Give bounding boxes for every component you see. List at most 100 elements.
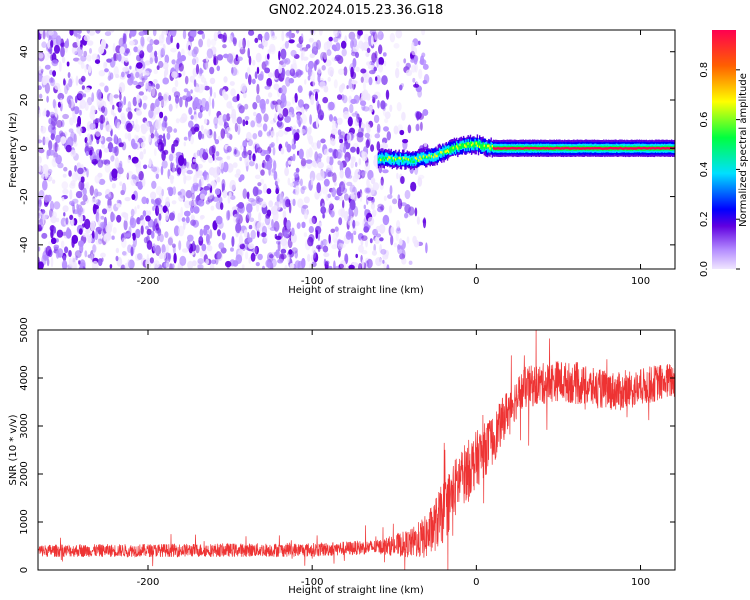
spectrogram-noise-cell (280, 248, 287, 254)
spectrogram-noise-cell (354, 161, 358, 168)
spectrogram-noise-cell (341, 40, 347, 49)
spectrogram-signal-cell (405, 157, 407, 160)
spectrogram-noise-cell (349, 103, 354, 114)
spectrogram-noise-cell (307, 75, 311, 81)
spectrogram-noise-cell (334, 181, 337, 187)
spectrogram-signal-cell (491, 145, 493, 148)
spectrogram-noise-cell (201, 133, 205, 139)
spectrogram-noise-cell (236, 116, 243, 125)
spectrogram-noise-cell (171, 71, 178, 79)
spectrogram-noise-cell (232, 37, 237, 45)
spectrogram-noise-cell (173, 252, 177, 264)
spectrogram-signal-cell (493, 147, 496, 150)
spectrogram-signal-cell (557, 146, 559, 150)
spectrogram-noise-cell (38, 139, 43, 144)
spectrogram-noise-cell (239, 243, 245, 250)
spectrogram-noise-cell (215, 215, 223, 225)
spectrogram-noise-cell (310, 94, 315, 106)
spectrogram-noise-cell (193, 126, 200, 132)
spectrogram-noise-cell (173, 91, 181, 98)
spectrogram-noise-cell (165, 67, 169, 76)
spectrogram-noise-cell (291, 96, 296, 105)
spectrogram-noise-cell (165, 211, 169, 221)
spectrogram-noise-cell (80, 55, 87, 62)
spectrogram-signal-cell (468, 143, 470, 146)
spectrogram-noise-cell (77, 30, 82, 34)
spectrogram-signal-cell (520, 147, 522, 150)
spectrogram-noise-cell (395, 67, 400, 79)
spectrogram-noise-cell (262, 123, 268, 132)
spectrogram-noise-cell (313, 162, 318, 168)
spectrogram-noise-cell (386, 131, 391, 141)
spectrogram-noise-cell (338, 263, 344, 269)
spectrogram-noise-cell (353, 230, 357, 235)
spectrogram-noise-cell (264, 31, 270, 41)
spectrogram-noise-cell (413, 240, 420, 248)
spectrogram-noise-cell (74, 165, 77, 172)
spectrogram-noise-cell (256, 147, 263, 154)
spectrogram-noise-cell (69, 200, 75, 206)
spectrogram-noise-cell (349, 199, 356, 211)
spectrogram-noise-cell (83, 35, 90, 42)
spectrogram-noise-cell (146, 197, 149, 205)
spectrogram-noise-cell (82, 187, 87, 196)
snr-y-tick-label: 3000 (19, 413, 30, 438)
spectrogram-noise-cell (99, 137, 103, 142)
spectrogram-noise-cell (422, 109, 429, 116)
spectrogram-noise-cell (425, 242, 428, 254)
spectrogram-noise-cell (272, 146, 276, 156)
spectrogram-noise-cell (180, 55, 186, 62)
spectrogram-noise-cell (308, 37, 314, 43)
spectrogram-noise-cell (174, 79, 179, 88)
spectrogram-noise-cell (351, 112, 358, 117)
spectrogram-noise-cell (94, 230, 99, 241)
spectrogram-noise-cell (100, 252, 106, 258)
spectrogram-noise-cell (222, 89, 226, 98)
spectrogram-noise-cell (248, 30, 255, 36)
spectrogram-noise-cell (326, 164, 333, 171)
spectrogram-noise-cell (211, 144, 216, 154)
spectrogram-noise-cell (305, 159, 313, 164)
spectrogram-noise-cell (81, 85, 85, 90)
spectrogram-noise-cell (300, 33, 304, 41)
spectrogram-noise-cell (328, 148, 333, 153)
spectrogram-noise-cell (112, 104, 115, 110)
spectrogram-noise-cell (308, 147, 313, 158)
spectrogram-noise-cell (39, 93, 43, 99)
spectrogram-noise-cell (307, 254, 311, 262)
spectrogram-noise-cell (129, 40, 135, 46)
spectrogram-signal-cell (622, 147, 624, 150)
spectrogram-noise-cell (236, 116, 243, 125)
spectrogram-noise-cell (247, 149, 253, 156)
spectrogram-signal-cell (427, 156, 429, 160)
spectrogram-signal-cell (584, 147, 587, 150)
spectrogram-noise-cell (417, 177, 423, 187)
spectrogram-noise-cell (377, 99, 380, 109)
spectrogram-noise-cell (151, 230, 155, 239)
spectrogram-noise-cell (61, 56, 66, 64)
spectrogram-noise-cell (67, 72, 71, 79)
spectrogram-noise-cell (356, 191, 361, 199)
spectrogram-noise-cell (311, 215, 317, 224)
spectrogram-noise-cell (138, 31, 145, 36)
spectrogram-noise-cell (64, 246, 69, 254)
spectrogram-noise-cell (202, 148, 206, 157)
spectrogram-noise-cell (389, 185, 393, 196)
spectrogram-noise-cell (388, 205, 393, 214)
spectrogram-noise-cell (365, 238, 368, 248)
spectrogram-noise-cell (119, 181, 123, 186)
spectrogram-noise-cell (403, 58, 407, 64)
spectrogram-noise-cell (140, 142, 146, 148)
spectrogram-y-tick-label: 20 (19, 94, 30, 107)
spectrogram-noise-cell (323, 52, 328, 60)
spectrogram-noise-cell (226, 126, 232, 132)
spectrogram-noise-cell (320, 138, 326, 144)
spectrogram-noise-cell (157, 228, 162, 237)
spectrogram-noise-cell (284, 40, 289, 49)
spectrogram-noise-cell (81, 75, 86, 82)
spectrogram-signal-cell (608, 146, 611, 150)
spectrogram-noise-cell (244, 116, 250, 121)
spectrogram-noise-cell (218, 242, 225, 250)
spectrogram-noise-cell (60, 42, 66, 47)
spectrogram-noise-cell (364, 132, 370, 138)
